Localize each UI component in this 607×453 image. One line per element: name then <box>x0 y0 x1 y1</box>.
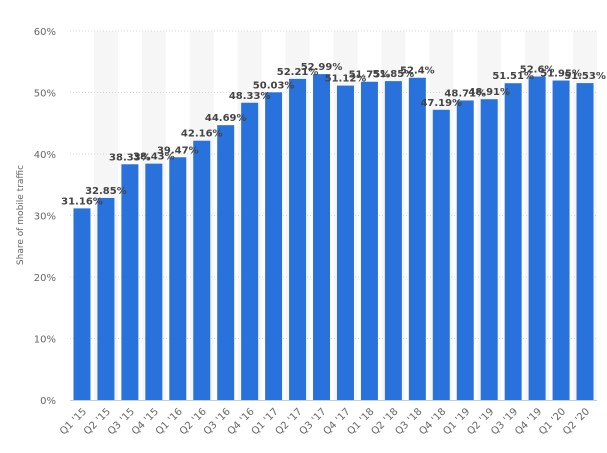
y-tick-label: 10% <box>34 335 56 346</box>
bar-17 <box>480 99 498 401</box>
data-label-13: 51.85% <box>373 69 415 80</box>
y-tick-label: 0% <box>40 396 56 407</box>
data-label-15: 47.19% <box>420 98 462 109</box>
bar-15 <box>432 109 450 401</box>
data-label-1: 32.85% <box>85 186 127 197</box>
y-tick-label: 50% <box>34 89 56 100</box>
bar-3 <box>145 163 163 400</box>
bar-0 <box>73 208 91 400</box>
bar-16 <box>456 100 474 400</box>
data-label-21: 51.53% <box>564 71 606 82</box>
data-label-18: 51.51% <box>492 71 534 82</box>
bar-6 <box>217 125 235 401</box>
data-label-6: 44.69% <box>205 113 247 124</box>
bar-2 <box>121 164 139 400</box>
data-label-9: 52.21% <box>277 67 319 78</box>
bar-7 <box>241 102 259 400</box>
bar-14 <box>408 77 426 401</box>
data-label-10: 52.99% <box>301 62 343 73</box>
data-label-7: 48.33% <box>229 91 271 102</box>
data-label-4: 39.47% <box>157 145 199 156</box>
data-label-19: 52.6% <box>520 65 555 76</box>
data-label-0: 31.16% <box>61 196 103 207</box>
y-axis-ticks: 0% 10% 20% 30% 40% 50% 60% <box>34 27 56 407</box>
bar-12 <box>360 81 378 401</box>
data-label-17: 48.91% <box>468 87 510 98</box>
data-label-11: 51.12% <box>325 74 367 85</box>
bar-11 <box>336 85 354 400</box>
data-label-12: 51.75% <box>349 70 391 81</box>
bar-4 <box>169 157 187 400</box>
bar-21 <box>576 83 594 400</box>
data-labels: 31.16%32.85% 38.33%38.43%39.47% 42.16% 44.6… <box>61 62 606 207</box>
bar-19 <box>528 76 546 400</box>
bars <box>73 74 594 401</box>
data-label-14: 52.4% <box>400 66 435 77</box>
bar-1 <box>97 197 115 400</box>
data-label-20: 51.95% <box>540 69 582 80</box>
data-label-8: 50.03% <box>253 80 295 91</box>
y-axis-label: Share of mobile traffic <box>16 165 26 265</box>
y-tick-label: 20% <box>34 273 56 284</box>
bar-9 <box>289 78 307 400</box>
data-label-5: 42.16% <box>181 129 223 140</box>
bar-20 <box>552 80 570 400</box>
bar-13 <box>384 81 402 400</box>
data-label-3: 38.43% <box>133 152 175 163</box>
x-tick-label-21: Q2 '20 <box>561 406 592 437</box>
bar-18 <box>504 83 522 400</box>
y-tick-label: 60% <box>34 27 56 38</box>
bar-10 <box>313 74 331 400</box>
y-tick-label: 40% <box>34 150 56 161</box>
data-label-2: 38.33% <box>109 152 151 163</box>
y-tick-label: 30% <box>34 212 56 223</box>
data-label-16: 48.71% <box>444 88 486 99</box>
bar-5 <box>193 140 211 400</box>
bar-8 <box>265 92 283 401</box>
